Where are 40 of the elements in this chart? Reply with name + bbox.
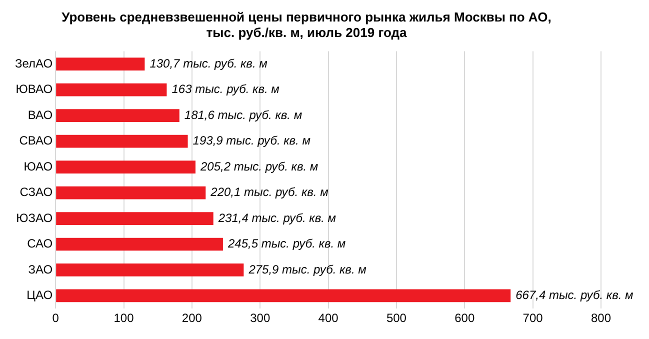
y-tick-label: ЗелАО [14,56,53,70]
data-label: 193,9 тыс. руб. кв. м [192,134,310,148]
bar [56,212,214,225]
data-label: 205,2 тыс. руб. кв. м [199,159,318,174]
y-tick-label: ЮЗАО [16,210,53,225]
bar [56,238,223,251]
x-tick-label: 200 [182,311,202,326]
x-tick-label: 500 [386,311,407,326]
x-tick-label: 800 [590,311,612,326]
y-tick-label: ЗАО [28,262,53,276]
data-label: 220,1 тыс. руб. кв. м [210,185,328,200]
bar [56,58,145,71]
bar [56,83,167,96]
x-tick-label: 700 [522,311,544,326]
bar [56,289,511,302]
y-tick-label: ЮВАО [16,82,53,96]
bar [56,134,188,148]
bar [56,186,206,200]
chart-title: Уровень средневзвешенной цены первичного рынка жилья Москвы по АО, тыс. руб./кв. м, июль 2019 года [62,9,552,40]
data-label: 245,5 тыс. руб. кв. м [226,236,346,251]
data-label: 181,6 тыс. руб. кв. м [184,108,302,122]
x-tick-label: 0 [52,311,60,326]
x-tick-label: 600 [454,311,475,326]
bar [56,160,196,174]
bar [56,109,180,122]
y-tick-label: САО [27,236,53,251]
data-label: 667,4 тыс. руб. кв. м [516,288,634,302]
data-label: 163 тыс. руб. кв. м [172,82,280,96]
x-tick-label: 400 [318,311,339,326]
y-tick-label: ВАО [28,108,53,122]
data-label: 275,9 тыс. руб. кв. м [248,262,366,276]
x-tick-label: 100 [114,311,134,326]
data-label: 130,7 тыс. руб. кв. м [150,56,268,70]
x-tick-label: 300 [250,311,270,326]
y-tick-label: СЗАО [20,185,53,200]
y-tick-label: СВАО [19,134,53,148]
y-tick-label: ЦАО [26,288,53,302]
data-label: 231,4 тыс. руб. кв. м [217,210,336,225]
y-tick-label: ЮАО [24,159,53,174]
bar [56,264,244,276]
